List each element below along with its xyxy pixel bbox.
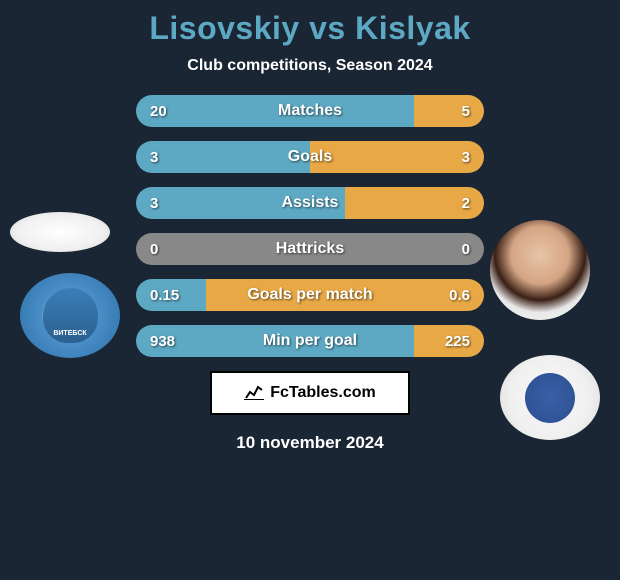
team-left-badge: ВИТЕБСК: [43, 288, 98, 343]
team-left-label: ВИТЕБСК: [43, 330, 98, 337]
team-right-badge: [525, 373, 575, 423]
stats-area: ВИТЕБСК 205Matches 33Goals 32Assists 00Hatt…: [0, 95, 620, 357]
stat-label: Goals per match: [136, 286, 484, 304]
stat-row: 205Matches: [136, 95, 484, 127]
stat-label: Hattricks: [136, 240, 484, 258]
stat-label: Goals: [136, 148, 484, 166]
stat-row: 938225Min per goal: [136, 325, 484, 357]
stat-label: Min per goal: [136, 332, 484, 350]
footer-badge: FcTables.com: [210, 371, 410, 415]
player-left-photo: [10, 212, 110, 252]
stat-label: Assists: [136, 194, 484, 212]
team-right-logo: [500, 355, 600, 440]
page-subtitle: Club competitions, Season 2024: [0, 57, 620, 75]
footer-date: 10 november 2024: [0, 433, 620, 453]
team-left-logo: ВИТЕБСК: [20, 273, 120, 358]
stat-row: 00Hattricks: [136, 233, 484, 265]
stat-row: 33Goals: [136, 141, 484, 173]
player-right-photo: [490, 220, 590, 320]
chart-icon: [244, 382, 264, 405]
stat-label: Matches: [136, 102, 484, 120]
stat-row: 32Assists: [136, 187, 484, 219]
page-title: Lisovskiy vs Kislyak: [0, 10, 620, 47]
infographic-container: Lisovskiy vs Kislyak Club competitions, …: [0, 0, 620, 453]
stat-row: 0.150.6Goals per match: [136, 279, 484, 311]
footer-site: FcTables.com: [270, 384, 376, 402]
